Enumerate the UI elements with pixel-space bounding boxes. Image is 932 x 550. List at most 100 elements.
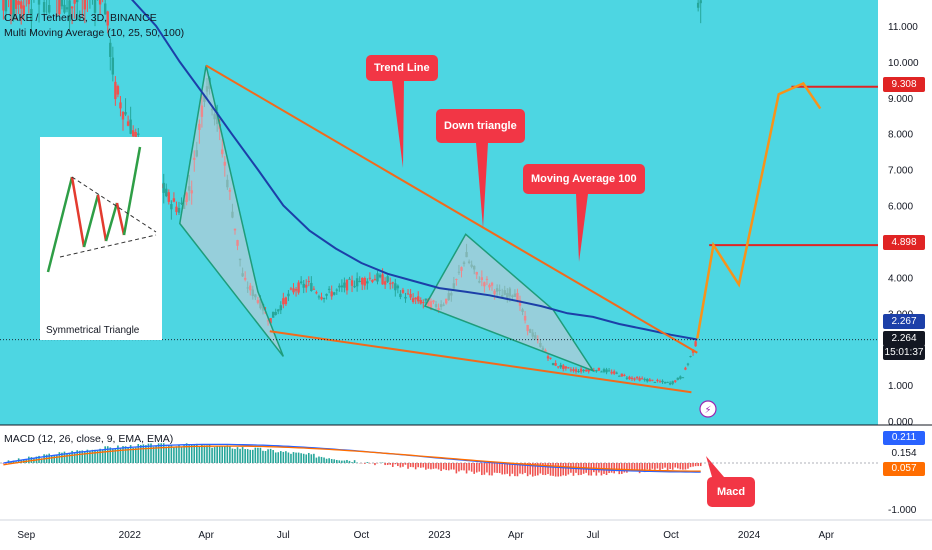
- macd-histogram-bar: [552, 463, 554, 476]
- callout-trend-line[interactable]: Trend Line: [366, 55, 438, 81]
- macd-histogram-bar: [285, 451, 287, 463]
- candle-body: [193, 157, 196, 160]
- candle-body: [663, 382, 667, 384]
- macd-histogram-bar: [417, 463, 420, 468]
- macd-histogram-bar: [221, 446, 224, 463]
- candle-body: [457, 271, 461, 273]
- macd-histogram-bar: [168, 445, 170, 463]
- candle-body: [361, 278, 364, 285]
- macd-histogram-bar: [343, 460, 346, 463]
- candle-body: [567, 367, 570, 369]
- macd-histogram-bar: [76, 450, 78, 463]
- macd-histogram-bar: [389, 463, 392, 465]
- candle-body: [98, 0, 102, 5]
- candle-body: [686, 363, 690, 365]
- macd-histogram-bar: [96, 450, 99, 463]
- candle-body: [607, 370, 611, 372]
- price-tick-label: 0.000: [888, 417, 913, 428]
- macd-histogram-bar: [114, 448, 117, 463]
- candle-body: [666, 381, 669, 383]
- macd-histogram-bar: [486, 463, 488, 473]
- candle-body: [343, 282, 346, 288]
- candle-body: [14, 0, 18, 9]
- candle-body: [368, 277, 372, 279]
- macd-histogram-bar: [132, 447, 134, 463]
- macd-histogram-bar: [145, 445, 147, 463]
- candle-body: [462, 262, 466, 265]
- macd-histogram-bar: [231, 448, 234, 463]
- macd-histogram-bar: [277, 452, 280, 463]
- candle-body: [554, 363, 557, 366]
- macd-histogram-bar: [697, 463, 699, 467]
- macd-histogram-bar: [50, 456, 53, 463]
- candle-body: [228, 190, 232, 192]
- macd-histogram-bar: [224, 445, 226, 463]
- callout-moving-average[interactable]: Moving Average 100: [523, 164, 645, 194]
- macd-histogram-bar: [206, 445, 208, 463]
- macd-legend[interactable]: MACD (12, 26, close, 9, EMA, EMA): [4, 433, 174, 445]
- candle-body: [294, 289, 298, 291]
- candle-body: [42, 2, 46, 13]
- macd-histogram-bar: [651, 463, 654, 469]
- macd-histogram-bar: [363, 463, 366, 464]
- macd-histogram-bar: [119, 448, 122, 463]
- callout-pointer-macd: [706, 456, 724, 477]
- macd-histogram-bar: [216, 446, 218, 463]
- candle-body: [274, 312, 277, 315]
- candle-body: [508, 288, 512, 297]
- macd-histogram-bar: [445, 463, 448, 471]
- macd-histogram-bar: [447, 463, 450, 471]
- candle-body: [320, 296, 323, 300]
- macd-histogram-bar: [374, 463, 376, 466]
- candle-body: [544, 349, 547, 353]
- candle-body: [475, 271, 478, 275]
- macd-histogram-bar: [234, 448, 236, 463]
- macd-histogram-bar: [649, 463, 651, 471]
- macd-histogram-bar: [40, 458, 43, 463]
- candle-body: [233, 228, 237, 231]
- price-tag-target-high: 9.308: [883, 77, 925, 92]
- callout-down-triangle[interactable]: Down triangle: [436, 109, 525, 143]
- candle-body: [434, 304, 438, 308]
- candle-body: [483, 282, 486, 287]
- indicator-legend[interactable]: Multi Moving Average (10, 25, 50, 100): [4, 27, 185, 39]
- time-tick-label: 2022: [119, 530, 142, 541]
- candle-body: [600, 371, 603, 373]
- macd-histogram-bar: [412, 463, 414, 468]
- price-tick-label: 8.000: [888, 130, 913, 141]
- candle-body: [180, 202, 183, 205]
- macd-histogram-bar: [501, 463, 503, 475]
- candle-body: [523, 315, 527, 321]
- time-tick-label: Apr: [508, 530, 524, 541]
- candle-body: [447, 293, 450, 300]
- candle-body: [450, 293, 453, 296]
- macd-histogram-bar: [506, 463, 509, 474]
- candle-body: [478, 281, 481, 283]
- macd-histogram-bar: [229, 445, 231, 463]
- candle-body: [75, 0, 79, 3]
- macd-histogram-bar: [104, 446, 106, 463]
- macd-histogram-bar: [529, 463, 531, 475]
- candle-body: [620, 373, 624, 377]
- macd-histogram-bar: [58, 452, 61, 463]
- candle-body: [348, 278, 351, 280]
- candle-body: [442, 304, 445, 306]
- macd-histogram-bar: [338, 460, 341, 463]
- macd-histogram-bar: [208, 444, 211, 463]
- candle-body: [282, 298, 285, 305]
- candle-body: [562, 365, 565, 370]
- macd-histogram-bar: [440, 463, 442, 471]
- callout-macd[interactable]: Macd: [707, 477, 756, 507]
- macd-histogram-bar: [150, 443, 152, 463]
- macd-histogram-bar: [211, 447, 213, 463]
- candle-body: [335, 289, 338, 291]
- symbol-legend[interactable]: CAKE / TetherUS, 3D, BINANCE: [4, 12, 157, 24]
- macd-histogram-bar: [106, 446, 109, 463]
- candle-body: [656, 379, 659, 382]
- candle-body: [414, 297, 417, 300]
- macd-histogram-bar: [236, 447, 239, 463]
- macd-histogram-bar: [203, 445, 206, 463]
- macd-histogram-bar: [669, 463, 671, 469]
- candle-body: [22, 5, 25, 15]
